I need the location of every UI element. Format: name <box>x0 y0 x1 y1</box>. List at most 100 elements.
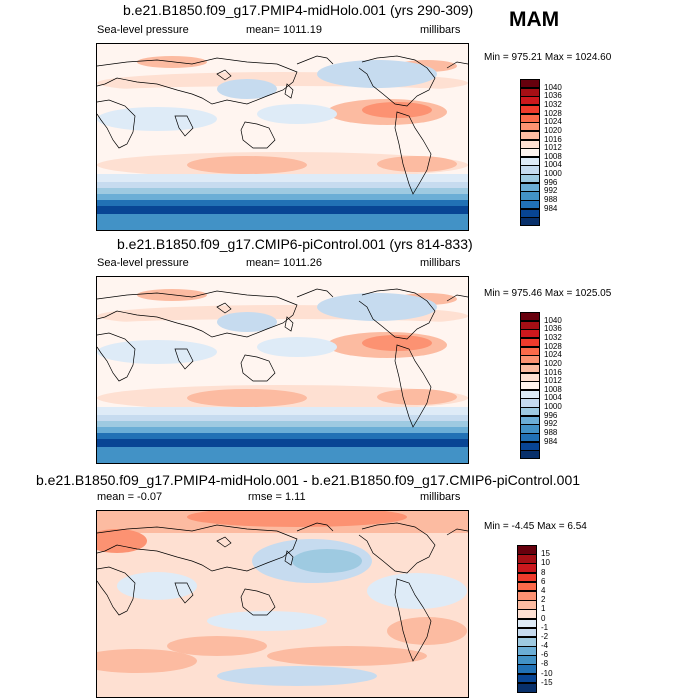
panel3-minmax: Min = -4.45 Max = 6.54 <box>484 521 587 532</box>
pressure-low-region <box>317 293 437 321</box>
coastline-outline <box>240 354 276 382</box>
southern-ocean-low-band <box>97 427 468 434</box>
colorbar-swatch <box>520 182 540 192</box>
panel1-units: millibars <box>420 24 461 36</box>
colorbar-tick-label: 996 <box>544 410 558 420</box>
colorbar-swatch <box>520 407 540 417</box>
colorbar-tick-label: 1024 <box>544 350 562 360</box>
colorbar-swatch <box>520 208 540 218</box>
colorbar-swatch <box>520 174 540 184</box>
coastline-outline <box>174 115 194 137</box>
panel3-title: b.e21.B1850.f09_g17.PMIP4-midHolo.001 - … <box>36 472 581 488</box>
colorbar-tick-label: -2 <box>541 631 549 641</box>
colorbar-swatch <box>520 148 540 158</box>
panel2-map <box>96 276 469 464</box>
colorbar-tick-label: 1032 <box>544 332 562 342</box>
coastline-outline <box>216 302 232 314</box>
colorbar-swatch <box>520 122 540 132</box>
positive-anomaly-region <box>97 529 147 553</box>
pressure-low-region <box>257 104 337 124</box>
coastline-outline <box>97 290 298 338</box>
panel3-rmse: rmse = 1.11 <box>248 491 306 503</box>
colorbar-swatch <box>520 424 540 434</box>
colorbar-swatch <box>520 165 540 175</box>
coastline-outline <box>296 55 334 65</box>
negative-anomaly-region <box>292 549 362 573</box>
coastline-outline <box>240 121 276 149</box>
pressure-high-region <box>97 319 468 331</box>
southern-ocean-low-band <box>97 200 468 207</box>
colorbar-tick-label: 1000 <box>544 402 562 412</box>
pressure-low-region <box>97 340 217 364</box>
coastline-outline <box>97 524 298 572</box>
southern-ocean-low-band <box>97 194 468 201</box>
coastline-outline <box>216 536 232 548</box>
colorbar-tick-label: 996 <box>544 177 558 187</box>
colorbar-tick-label: 2 <box>541 595 546 605</box>
panel3-field-plot <box>97 511 468 697</box>
panel2-colorbar: 1040 1036 1032 1028 1024 1020 1016 1012 1008 1004… <box>520 312 580 460</box>
southern-ocean-low-band <box>97 182 468 189</box>
coastline-outline <box>284 83 294 99</box>
colorbar-tick-label: 1012 <box>544 376 562 386</box>
coastline-outline <box>296 522 334 532</box>
colorbar-swatch <box>520 200 540 210</box>
panel2-field-plot <box>97 277 468 463</box>
southern-ocean-low-band <box>97 174 468 183</box>
southern-ocean-low-band <box>97 407 468 416</box>
coastline-outline <box>394 111 432 195</box>
negative-anomaly-region <box>367 573 467 609</box>
colorbar-tick-label: 1 <box>541 604 546 614</box>
colorbar-tick-label: 1040 <box>544 315 562 325</box>
coastline-outline <box>394 344 432 428</box>
colorbar-tick-label: 1028 <box>544 108 562 118</box>
colorbar-tick-label: 1020 <box>544 125 562 135</box>
panel3-mean: mean = -0.07 <box>97 491 163 503</box>
positive-anomaly-region <box>387 617 467 645</box>
colorbar-tick-label: 1020 <box>544 358 562 368</box>
southern-ocean-low-band <box>97 421 468 428</box>
colorbar-tick-label: 0 <box>541 613 546 623</box>
colorbar-tick-label: 1000 <box>544 169 562 179</box>
coastline-outline <box>296 288 334 298</box>
colorbar-tick-label: 1040 <box>544 82 562 92</box>
pressure-low-region <box>317 60 437 88</box>
colorbar-swatch <box>520 87 540 97</box>
colorbar-swatch <box>520 130 540 141</box>
panel1-field-plot <box>97 44 468 230</box>
southern-ocean-low-band <box>97 188 468 195</box>
colorbar-tick-label: 8 <box>541 567 546 577</box>
colorbar-swatch <box>520 346 540 356</box>
colorbar-tick-label: 984 <box>544 436 558 446</box>
panel2-title: b.e21.B1850.f09_g17.CMIP6-piControl.001 … <box>117 236 473 252</box>
pressure-low-region <box>217 312 277 332</box>
colorbar-tick-label: 1036 <box>544 324 562 334</box>
colorbar-swatch <box>520 191 540 201</box>
negative-anomaly-region <box>117 572 197 600</box>
southern-ocean-low-band <box>97 433 468 440</box>
panel1-colorbar: 1040 1036 1032 1028 1024 1020 1016 1012 1008 1004… <box>520 79 580 227</box>
coastline-outline <box>240 588 276 616</box>
colorbar-swatch <box>520 381 540 391</box>
colorbar-tick-label: 988 <box>544 428 558 438</box>
pressure-high-region <box>97 86 468 98</box>
colorbar-tick-label: 1032 <box>544 99 562 109</box>
arctic-positive-core <box>187 511 407 527</box>
colorbar-tick-label: 6 <box>541 576 546 586</box>
pressure-high-region <box>362 102 432 118</box>
southern-ocean-low-band <box>97 415 468 422</box>
negative-anomaly-region <box>217 666 377 686</box>
colorbar-tick-label: 1028 <box>544 341 562 351</box>
colorbar-swatch <box>520 450 540 460</box>
coastline-outline <box>97 332 136 382</box>
colorbar-tick-label: -1 <box>541 622 549 632</box>
colorbar-tick-label: 1016 <box>544 134 562 144</box>
panel1-map <box>96 43 469 231</box>
pressure-high-region <box>377 389 457 405</box>
coastline-outline <box>446 528 468 536</box>
southern-ocean-low-band <box>97 439 468 448</box>
colorbar-tick-label: -6 <box>541 650 549 660</box>
positive-anomaly-region <box>167 636 267 656</box>
colorbar-swatch <box>520 96 540 106</box>
coastline-outline <box>358 55 436 107</box>
